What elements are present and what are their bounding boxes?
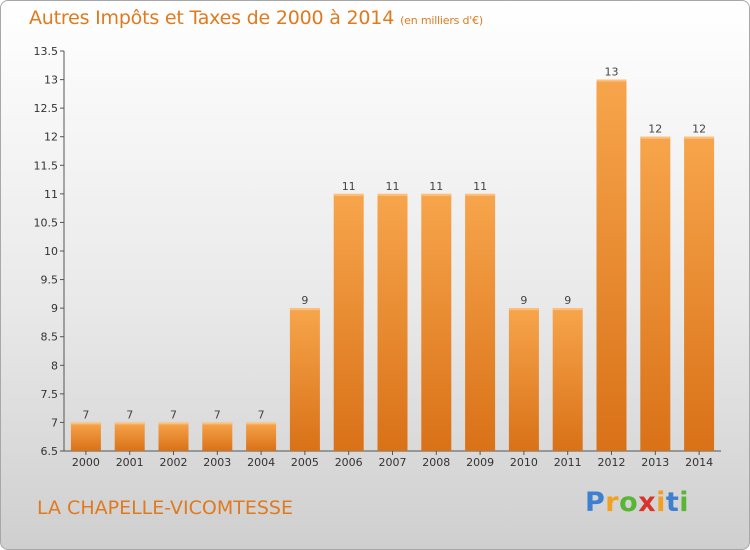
y-tick-label: 11.5 xyxy=(34,159,59,172)
y-axis-ticks: 6.5 7 7.5 8 8.5 9 9.5 10 10.5 11 11.5 12 12.5 13 13.5 xyxy=(34,45,64,458)
x-tick-label: 2008 xyxy=(422,456,450,469)
x-tick-label: 2009 xyxy=(466,456,494,469)
bar xyxy=(70,422,101,451)
bar-top-highlight xyxy=(508,308,539,311)
bar xyxy=(640,136,671,451)
logo-letter: x xyxy=(638,487,657,518)
bar-value-label: 7 xyxy=(170,408,177,421)
y-tick-label: 13 xyxy=(44,74,58,87)
bar-value-label: 13 xyxy=(605,66,619,79)
y-tick-label: 13.5 xyxy=(34,45,59,58)
x-tick-label: 2014 xyxy=(685,456,713,469)
bar xyxy=(158,422,189,451)
bar-series: 7 7 7 7 7 9 11 11 11 11 9 9 13 12 12 xyxy=(70,66,715,452)
y-tick-label: 7.5 xyxy=(41,388,59,401)
bar-value-label: 9 xyxy=(301,294,308,307)
x-axis-ticks: 2000 2001 2002 2003 2004 2005 2006 2007 2008 2009… xyxy=(72,451,713,469)
bar-value-label: 9 xyxy=(520,294,527,307)
x-tick-label: 2007 xyxy=(379,456,407,469)
bar-top-highlight xyxy=(70,422,101,425)
bar-top-highlight xyxy=(246,422,277,425)
y-tick-label: 6.5 xyxy=(41,445,59,458)
bar xyxy=(246,422,277,451)
x-tick-label: 2004 xyxy=(247,456,275,469)
bar-top-highlight xyxy=(289,308,320,311)
y-tick-label: 7 xyxy=(51,416,58,429)
bar-value-label: 7 xyxy=(126,408,133,421)
bar-top-highlight xyxy=(684,136,715,139)
bar-value-label: 7 xyxy=(82,408,89,421)
bar xyxy=(202,422,233,451)
bar-value-label: 12 xyxy=(692,123,706,136)
y-tick-label: 8 xyxy=(51,359,58,372)
bar-top-highlight xyxy=(552,308,583,311)
bar-value-label: 7 xyxy=(214,408,221,421)
logo-letter: i xyxy=(656,487,666,518)
bar-value-label: 11 xyxy=(342,180,356,193)
x-tick-label: 2011 xyxy=(554,456,582,469)
bar-top-highlight xyxy=(333,193,364,196)
x-tick-label: 2003 xyxy=(203,456,231,469)
y-tick-label: 8.5 xyxy=(41,331,59,344)
x-tick-label: 2001 xyxy=(116,456,144,469)
bar-top-highlight xyxy=(158,422,189,425)
bar xyxy=(465,193,496,451)
y-tick-label: 9 xyxy=(51,302,58,315)
bar-value-label: 11 xyxy=(386,180,400,193)
y-tick-label: 12.5 xyxy=(34,102,59,115)
bar-top-highlight xyxy=(640,136,671,139)
y-tick-label: 9.5 xyxy=(41,274,59,287)
x-tick-label: 2000 xyxy=(72,456,100,469)
bar-top-highlight xyxy=(202,422,233,425)
x-tick-label: 2013 xyxy=(641,456,669,469)
bar xyxy=(114,422,145,451)
logo-letter: r xyxy=(605,487,620,518)
x-tick-label: 2005 xyxy=(291,456,319,469)
bar xyxy=(684,136,715,451)
x-tick-label: 2006 xyxy=(335,456,363,469)
x-tick-label: 2002 xyxy=(160,456,188,469)
bar-value-label: 11 xyxy=(429,180,443,193)
bar xyxy=(508,308,539,451)
bar-top-highlight xyxy=(465,193,496,196)
commune-name: LA CHAPELLE-VICOMTESSE xyxy=(37,497,293,519)
proxiti-logo: Proxiti xyxy=(585,487,689,518)
chart-title-text: Autres Impôts et Taxes de 2000 à 2014 xyxy=(29,7,395,29)
bar xyxy=(552,308,583,451)
bar xyxy=(289,308,320,451)
bar-top-highlight xyxy=(377,193,408,196)
y-tick-label: 12 xyxy=(44,131,58,144)
y-tick-label: 10.5 xyxy=(34,216,59,229)
bar-value-label: 9 xyxy=(564,294,571,307)
bar-value-label: 7 xyxy=(258,408,265,421)
y-tick-label: 10 xyxy=(44,245,58,258)
logo-letter: i xyxy=(679,487,690,518)
bar-value-label: 11 xyxy=(473,180,487,193)
chart-subtitle: (en milliers d'€) xyxy=(400,14,483,27)
bar xyxy=(596,79,627,452)
chart-title: Autres Impôts et Taxes de 2000 à 2014 (en… xyxy=(29,7,483,29)
bar xyxy=(421,193,452,451)
bar-top-highlight xyxy=(114,422,145,425)
bar xyxy=(377,193,408,451)
bar xyxy=(333,193,364,451)
logo-letter: t xyxy=(665,487,680,518)
y-tick-label: 11 xyxy=(44,188,58,201)
logo-letter: o xyxy=(619,487,639,518)
x-tick-label: 2010 xyxy=(510,456,538,469)
bar-top-highlight xyxy=(596,79,627,82)
logo-letter: P xyxy=(585,487,606,518)
x-tick-label: 2012 xyxy=(598,456,626,469)
bar-value-label: 12 xyxy=(648,123,662,136)
bar-top-highlight xyxy=(421,193,452,196)
